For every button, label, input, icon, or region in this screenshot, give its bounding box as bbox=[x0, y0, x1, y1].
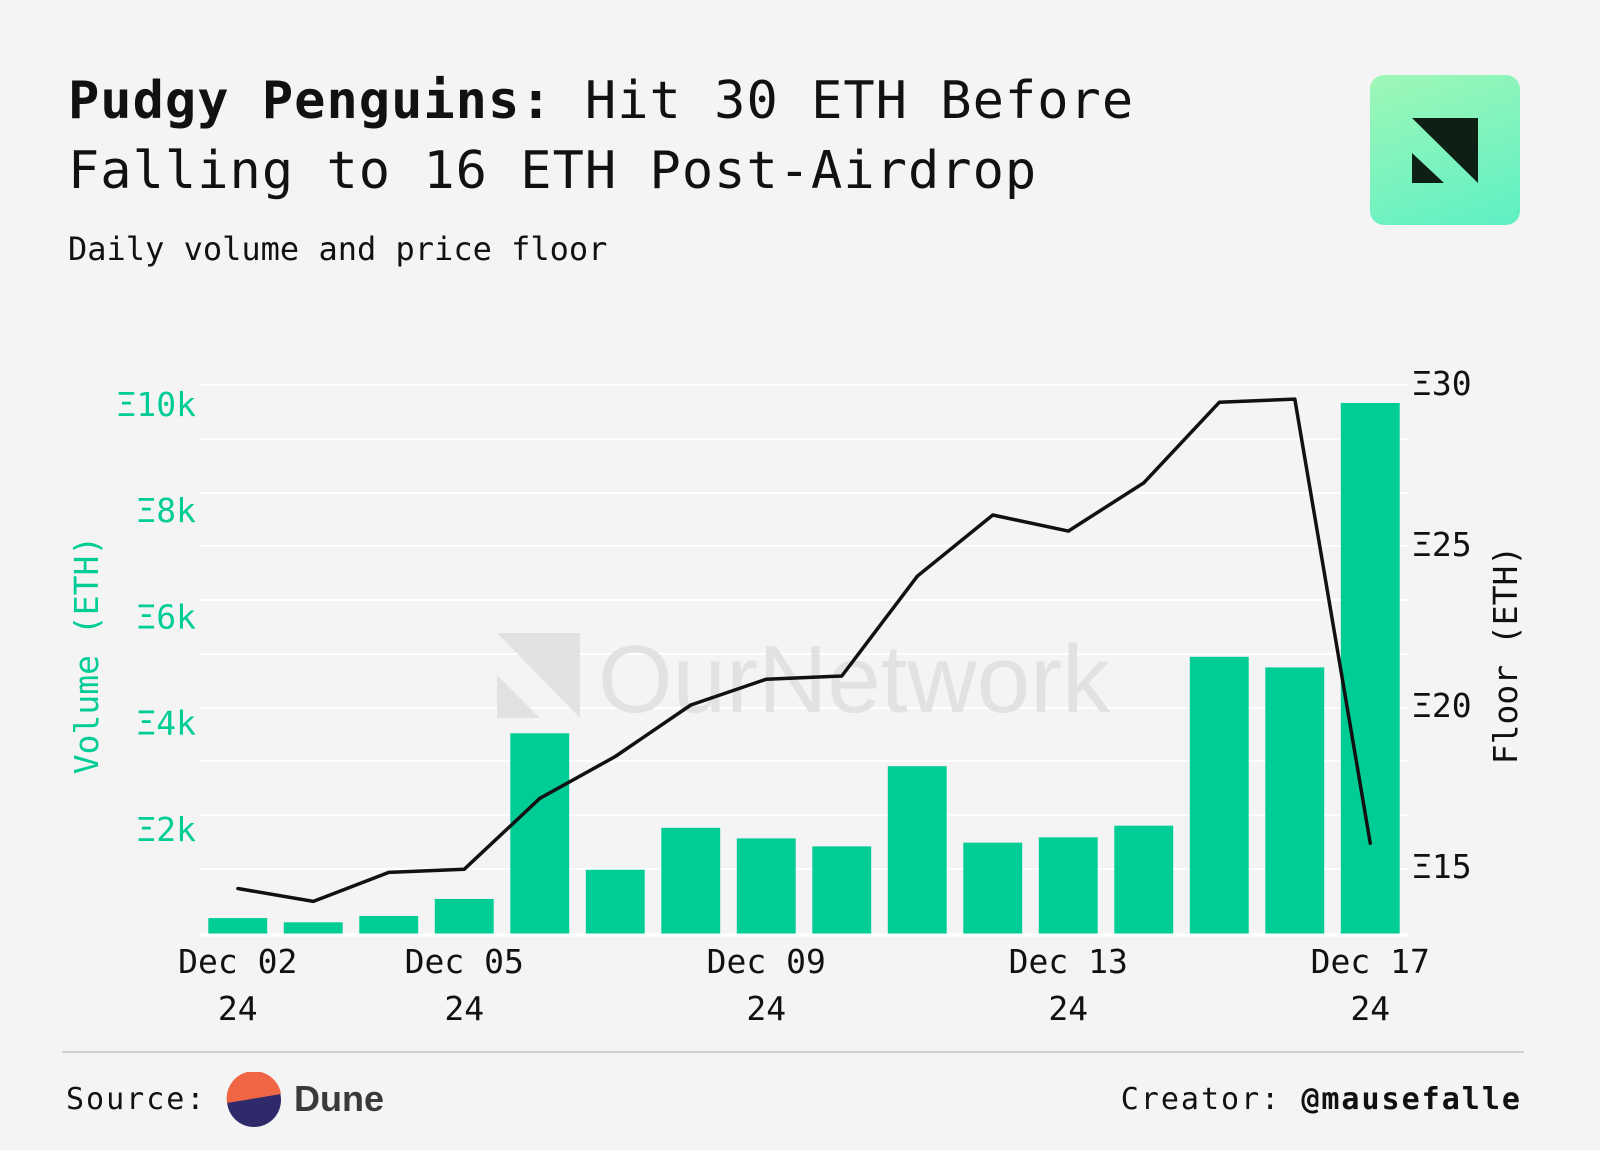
floor-point bbox=[915, 574, 919, 578]
floor-point bbox=[991, 513, 995, 517]
floor-point bbox=[462, 867, 466, 871]
volume-bar bbox=[1038, 837, 1098, 934]
x-tick-label-year: 24 bbox=[746, 989, 786, 1028]
floor-point bbox=[764, 677, 768, 681]
floor-point bbox=[1293, 397, 1297, 401]
creator: Creator: @mausefalle bbox=[1121, 1082, 1522, 1117]
title-rest: Hit 30 ETH Before Falling to 16 ETH Post… bbox=[68, 71, 1135, 201]
source-label: Source: bbox=[66, 1082, 207, 1117]
watermark: OurNetwork bbox=[497, 626, 1111, 733]
dune-logo-icon bbox=[226, 1072, 281, 1127]
floor-point bbox=[1368, 841, 1372, 846]
volume-bar bbox=[1114, 825, 1174, 934]
volume-bar bbox=[661, 827, 721, 934]
volume-bar bbox=[812, 846, 872, 934]
volume-bar bbox=[1340, 403, 1400, 934]
volume-bar bbox=[510, 733, 570, 934]
y-right-tick-label: Ξ20 bbox=[1412, 686, 1472, 725]
x-tick-label-year: 24 bbox=[218, 989, 258, 1028]
y-right-tick-label: Ξ25 bbox=[1412, 525, 1472, 564]
floor-point bbox=[1142, 481, 1146, 485]
y-left-axis-title: Volume (ETH) bbox=[67, 536, 106, 774]
watermark-logo-icon bbox=[497, 675, 540, 718]
floor-point bbox=[236, 886, 240, 891]
volume-bar bbox=[963, 842, 1023, 934]
y-right-tick-label: Ξ30 bbox=[1412, 364, 1472, 403]
volume-bar bbox=[1265, 667, 1325, 934]
watermark-text: OurNetwork bbox=[598, 626, 1111, 733]
creator-handle: @mausefalle bbox=[1301, 1082, 1522, 1117]
watermark-logo-icon bbox=[497, 633, 580, 718]
y-right-tick-label: Ξ15 bbox=[1412, 847, 1472, 886]
chart-title: Pudgy Penguins: Hit 30 ETH Before Fallin… bbox=[68, 66, 1318, 206]
floor-point bbox=[311, 899, 315, 904]
x-tick-label-year: 24 bbox=[444, 989, 484, 1028]
y-left-tick-label: Ξ6k bbox=[136, 597, 196, 636]
x-tick-label: Dec 13 bbox=[1009, 942, 1128, 981]
creator-label: Creator: bbox=[1120, 1082, 1282, 1117]
floor-point bbox=[1217, 400, 1221, 404]
floor-point bbox=[689, 703, 693, 707]
floor-point bbox=[387, 870, 391, 875]
volume-bar bbox=[208, 918, 268, 934]
y-right-axis-title: Floor (ETH) bbox=[1486, 546, 1525, 765]
volume-bar bbox=[283, 922, 343, 934]
volume-bar bbox=[736, 838, 796, 934]
floor-point bbox=[538, 796, 542, 800]
y-left-tick-label: Ξ2k bbox=[136, 810, 196, 849]
title-bold: Pudgy Penguins: bbox=[68, 71, 553, 131]
x-tick-label-year: 24 bbox=[1048, 989, 1088, 1028]
source-name: Dune bbox=[294, 1078, 384, 1119]
volume-bar bbox=[1189, 656, 1249, 934]
ournetwork-logo-icon bbox=[1370, 75, 1520, 225]
y-left-tick-label: Ξ8k bbox=[136, 491, 196, 530]
x-tick-label: Dec 17 bbox=[1311, 942, 1430, 981]
chart-subtitle: Daily volume and price floor bbox=[68, 230, 608, 268]
y-left-tick-label: Ξ4k bbox=[136, 704, 196, 743]
volume-bar bbox=[434, 898, 494, 934]
volume-bar bbox=[359, 915, 419, 934]
floor-point bbox=[1066, 529, 1070, 533]
floor-point bbox=[613, 754, 617, 759]
floor-line bbox=[237, 397, 1373, 904]
floor-point bbox=[840, 674, 844, 678]
x-tick-label: Dec 05 bbox=[405, 942, 524, 981]
volume-bar bbox=[887, 766, 947, 934]
x-tick-label: Dec 09 bbox=[707, 942, 826, 981]
y-left-tick-label: Ξ10k bbox=[117, 385, 197, 424]
footer-divider bbox=[62, 1051, 1524, 1053]
x-tick-label: Dec 02 bbox=[178, 942, 297, 981]
volume-bar bbox=[585, 869, 645, 934]
chart-area: OurNetwork Ξ2k Ξ4k Ξ6k Ξ8k Ξ10k Ξ15 Ξ20 Ξ25 Ξ30 Vo… bbox=[67, 364, 1525, 1028]
x-tick-label-year: 24 bbox=[1350, 989, 1390, 1028]
